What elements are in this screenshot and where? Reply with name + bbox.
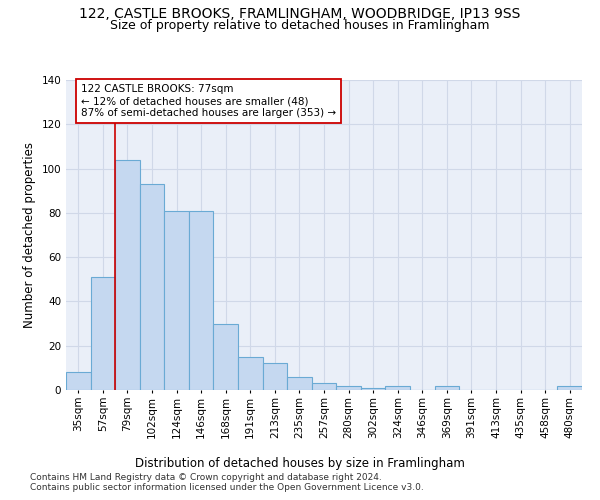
Bar	[361, 388, 385, 390]
Bar	[164, 210, 189, 390]
Text: 122 CASTLE BROOKS: 77sqm
← 12% of detached houses are smaller (48)
87% of semi-d: 122 CASTLE BROOKS: 77sqm ← 12% of detach…	[81, 84, 336, 117]
Bar	[189, 210, 214, 390]
Bar	[557, 386, 582, 390]
Text: Size of property relative to detached houses in Framlingham: Size of property relative to detached ho…	[110, 19, 490, 32]
Text: Distribution of detached houses by size in Framlingham: Distribution of detached houses by size …	[135, 458, 465, 470]
Bar	[385, 386, 410, 390]
Bar	[287, 376, 312, 390]
Bar	[434, 386, 459, 390]
Bar	[91, 277, 115, 390]
Bar	[238, 357, 263, 390]
Bar	[263, 364, 287, 390]
Text: 122, CASTLE BROOKS, FRAMLINGHAM, WOODBRIDGE, IP13 9SS: 122, CASTLE BROOKS, FRAMLINGHAM, WOODBRI…	[79, 8, 521, 22]
Bar	[66, 372, 91, 390]
Bar	[312, 384, 336, 390]
Y-axis label: Number of detached properties: Number of detached properties	[23, 142, 36, 328]
Bar	[115, 160, 140, 390]
Bar	[214, 324, 238, 390]
Text: Contains HM Land Registry data © Crown copyright and database right 2024.
Contai: Contains HM Land Registry data © Crown c…	[30, 472, 424, 492]
Bar	[140, 184, 164, 390]
Bar	[336, 386, 361, 390]
